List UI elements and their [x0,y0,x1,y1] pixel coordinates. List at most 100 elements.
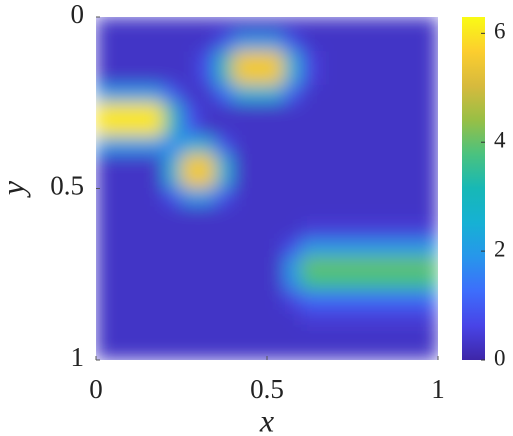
heat-cell [386,325,405,344]
heat-cell [317,102,336,121]
heat-cell [283,273,302,292]
heat-cell [386,290,405,310]
heat-cell [232,17,251,35]
heat-cell [369,17,388,35]
heat-cell [403,308,422,327]
heat-cell [232,222,251,241]
heat-cell [129,325,148,344]
heat-cell [420,205,438,224]
heat-cell [266,290,285,310]
heat-cell [283,119,302,138]
heat-cell [249,136,268,155]
heat-cell [369,50,388,69]
heat-cell [232,325,251,344]
heat-cell [181,273,200,292]
heat-cell [163,205,182,224]
heat-cell [112,50,131,69]
heat-cell [334,290,353,310]
heat-cell [386,85,405,104]
heat-cell [198,342,217,360]
heat-cell [232,119,251,138]
heat-cell [386,239,405,258]
heat-cell [317,85,336,104]
heat-cell [403,188,422,207]
heat-cell [420,136,438,155]
heat-cell [215,119,234,138]
heat-cell [369,33,388,52]
heat-cell [283,153,302,172]
heat-cell [129,136,148,155]
heat-cell [266,33,285,52]
heat-cell [198,205,217,224]
heat-cell [334,102,353,121]
heat-cell [198,85,217,104]
heat-cell [369,67,388,87]
y-axis-label: y [0,180,30,198]
heat-cell [386,50,405,69]
heat-cell [181,188,200,207]
heat-cell [352,342,371,360]
heat-cell [249,67,268,87]
heat-cell [181,256,200,275]
y-tick-label: 0.5 [50,171,84,201]
heat-cell [283,170,302,189]
heat-cell [300,290,319,310]
heat-cell [283,85,302,104]
heat-cell [386,17,405,35]
heat-cell [386,205,405,224]
heat-cell [163,239,182,258]
colorbar [462,17,485,360]
heat-cell [96,50,114,69]
heat-cell [386,188,405,207]
heat-cell [300,222,319,241]
heat-cell [163,290,182,310]
heat-cell [420,256,438,275]
heat-cell [232,136,251,155]
heat-cell [112,85,131,104]
heat-cell [352,290,371,310]
heat-cell [300,50,319,69]
heat-cell [334,170,353,189]
heat-cell [317,308,336,327]
heat-cell [96,256,114,275]
heat-cell [129,256,148,275]
heat-cell [146,222,165,241]
heat-cell [403,119,422,138]
heat-cell [232,273,251,292]
heat-cell [163,325,182,344]
heat-cell [317,153,336,172]
heat-cell [198,119,217,138]
heat-cell [317,256,336,275]
heat-cell [249,256,268,275]
heat-cell [146,342,165,360]
heat-cell [386,102,405,121]
heat-cell [163,342,182,360]
heat-cell [266,256,285,275]
heat-cell [352,308,371,327]
heat-cell [352,17,371,35]
heat-cell [386,67,405,87]
heat-cell [403,17,422,35]
heat-cell [283,256,302,275]
heat-cell [300,205,319,224]
x-tick-label: 0 [89,374,103,404]
heat-cell [317,119,336,138]
heat-cell [403,222,422,241]
heat-cell [232,188,251,207]
heat-cell [215,136,234,155]
heat-cell [198,273,217,292]
heat-cell [215,188,234,207]
heat-cell [198,33,217,52]
heat-cell [112,33,131,52]
heat-cell [215,308,234,327]
heat-cell [181,102,200,121]
heat-cell [232,239,251,258]
heat-cell [96,222,114,241]
heat-cell [249,153,268,172]
heat-cell [181,85,200,104]
heat-cell [283,290,302,310]
heat-cell [198,188,217,207]
heat-cell [369,85,388,104]
heat-cell [96,325,114,344]
heat-cell [112,273,131,292]
